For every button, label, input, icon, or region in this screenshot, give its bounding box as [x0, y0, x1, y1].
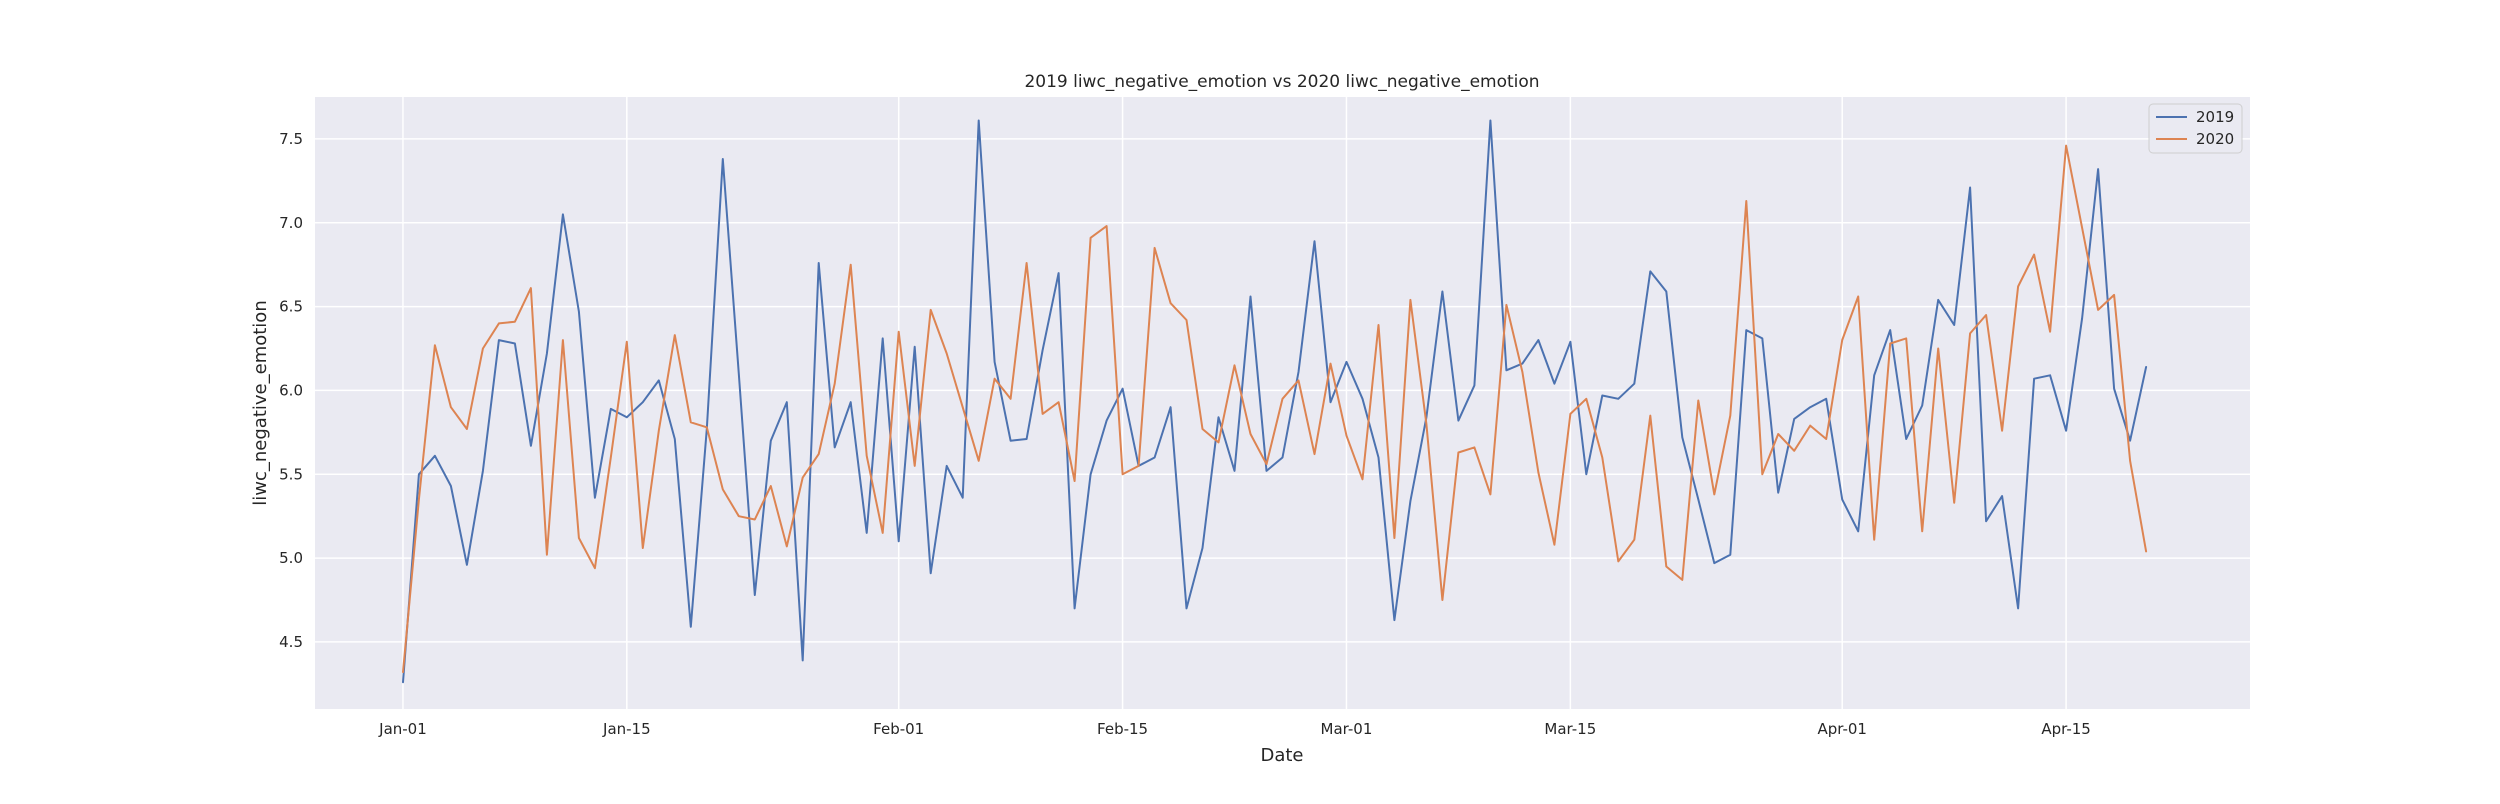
x-tick-label: Apr-15 — [2041, 720, 2091, 738]
x-tick-labels: Jan-01 Jan-15 Feb-01 Feb-15 Mar-01 Mar-15 Apr-… — [378, 720, 2091, 738]
x-tick-label: Feb-15 — [1097, 720, 1148, 738]
x-tick-label: Jan-15 — [602, 720, 651, 738]
series-lines — [402, 119, 2148, 684]
x-tick-label: Jan-01 — [378, 720, 427, 738]
x-tick-label: Mar-01 — [1321, 720, 1373, 738]
y-tick-label: 6.5 — [279, 298, 303, 316]
chart-title: 2019 liwc_negative_emotion vs 2020 liwc_… — [1024, 72, 1539, 92]
legend-label-2020: 2020 — [2196, 130, 2234, 148]
y-axis-label: liwc_negative_emotion — [250, 300, 271, 505]
legend: 2019 2020 — [2148, 103, 2243, 154]
y-tick-label: 5.5 — [279, 465, 303, 483]
y-tick-label: 7.0 — [279, 214, 303, 232]
legend-label-2019: 2019 — [2196, 108, 2234, 126]
x-tick-label: Feb-01 — [873, 720, 924, 738]
y-tick-label: 4.5 — [279, 633, 303, 651]
x-tick-label: Apr-01 — [1817, 720, 1867, 738]
y-tick-label: 5.0 — [279, 549, 303, 567]
y-tick-labels: 4.5 5.0 5.5 6.0 6.5 7.0 7.5 — [279, 130, 303, 651]
x-axis-label: Date — [1260, 745, 1303, 766]
x-tick-label: Mar-15 — [1544, 720, 1596, 738]
series-line-2019 — [402, 119, 2148, 684]
y-tick-label: 6.0 — [279, 381, 303, 399]
series-line-2020 — [402, 144, 2148, 674]
y-tick-label: 7.5 — [279, 130, 303, 148]
